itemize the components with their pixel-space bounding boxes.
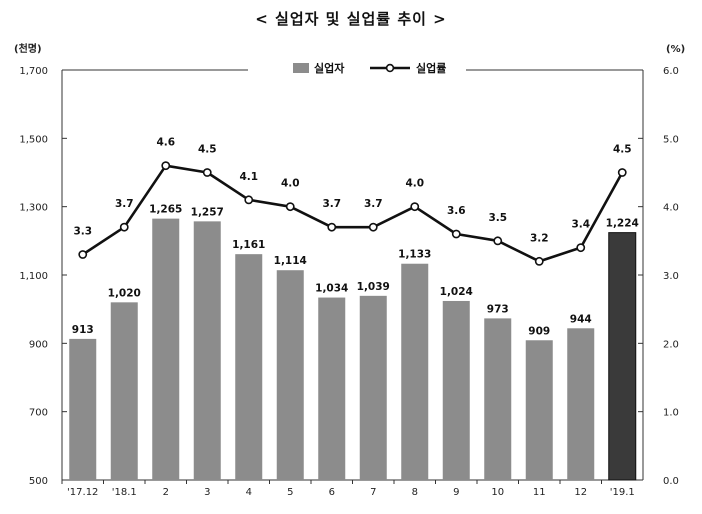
- rate-point: [576, 243, 586, 253]
- x-axis-tick-label: 12: [574, 487, 587, 498]
- bar-value-label: 1,224: [606, 218, 639, 230]
- bar: [193, 221, 221, 480]
- bar: [318, 297, 346, 480]
- bar-value-label: 913: [72, 324, 94, 336]
- right-axis-tick-label: 5.0: [663, 134, 679, 145]
- bar-value-label: 1,133: [398, 249, 431, 261]
- right-axis-tick-label: 6.0: [663, 66, 679, 77]
- rate-value-label: 3.5: [488, 212, 507, 224]
- left-axis-tick-label: 700: [29, 408, 48, 419]
- left-axis-tick-label: 1,700: [19, 66, 48, 77]
- bar-value-label: 1,257: [191, 206, 224, 218]
- rate-value-label: 4.5: [613, 144, 632, 156]
- bar-value-label: 1,039: [357, 281, 390, 293]
- bar-value-label: 944: [570, 313, 592, 325]
- rate-point: [161, 161, 171, 171]
- left-axis-tick-label: 1,500: [19, 134, 48, 145]
- rate-value-label: 3.2: [530, 232, 549, 244]
- rate-value-label: 3.4: [571, 219, 590, 231]
- rate-value-label: 3.3: [73, 226, 92, 238]
- right-axis-tick-label: 4.0: [663, 203, 679, 214]
- legend-bar-label: 실업자: [314, 61, 345, 75]
- left-axis-tick-label: 1,300: [19, 203, 48, 214]
- bar: [152, 218, 180, 480]
- x-axis-tick-label: 8: [412, 487, 418, 498]
- rate-point: [493, 236, 503, 246]
- bar: [235, 254, 263, 480]
- bar-value-label: 1,114: [274, 255, 307, 267]
- rate-point: [451, 229, 461, 239]
- bar-value-label: 1,161: [232, 239, 265, 251]
- bar: [567, 328, 595, 480]
- rate-value-label: 4.0: [281, 178, 300, 190]
- x-axis-tick-label: '17.12: [67, 487, 98, 498]
- x-axis-tick-label: 11: [533, 487, 546, 498]
- rate-value-label: 3.7: [115, 198, 134, 210]
- right-axis-tick-label: 0.0: [663, 476, 679, 487]
- x-axis-tick-label: 7: [370, 487, 376, 498]
- rate-value-label: 4.1: [239, 171, 258, 183]
- bar-value-label: 1,020: [108, 287, 141, 299]
- rate-point: [410, 202, 420, 212]
- rate-point: [368, 222, 378, 232]
- bar-value-label: 973: [487, 303, 509, 315]
- x-axis-tick-label: 5: [287, 487, 293, 498]
- left-axis-unit: (천명): [14, 42, 42, 55]
- rate-value-label: 3.6: [447, 205, 466, 217]
- x-axis-tick-label: 3: [204, 487, 210, 498]
- rate-point: [534, 256, 544, 266]
- rate-point: [327, 222, 337, 232]
- bar: [110, 302, 138, 480]
- x-axis-tick-label: 2: [163, 487, 169, 498]
- chart-title: < 실업자 및 실업률 추이 >: [255, 10, 447, 28]
- bar: [69, 338, 97, 480]
- rate-value-label: 3.7: [322, 198, 341, 210]
- right-axis-tick-label: 2.0: [663, 339, 679, 350]
- x-axis-tick-label: '18.1: [112, 487, 137, 498]
- bar: [359, 295, 387, 480]
- x-axis-tick-label: 9: [453, 487, 459, 498]
- rate-point: [285, 202, 295, 212]
- rate-value-label: 3.7: [364, 198, 383, 210]
- rate-line: [82, 164, 624, 263]
- bar: [442, 300, 470, 480]
- left-axis-tick-label: 1,100: [19, 271, 48, 282]
- rate-point: [202, 168, 212, 177]
- rate-point: [617, 168, 627, 177]
- x-axis-tick-label: 4: [246, 487, 252, 498]
- x-axis-tick-label: 10: [491, 487, 504, 498]
- x-axis-tick-label: 6: [329, 487, 335, 498]
- bar: [401, 263, 429, 480]
- bar: [276, 270, 304, 480]
- rate-value-label: 4.6: [156, 137, 175, 149]
- rate-point: [78, 250, 88, 259]
- rate-value-label: 4.0: [405, 178, 424, 190]
- right-axis-tick-label: 3.0: [663, 271, 679, 282]
- right-axis-unit: (%): [666, 44, 685, 55]
- rate-point: [119, 222, 129, 232]
- bar-value-label: 909: [528, 325, 550, 337]
- x-axis-tick-label: '19.1: [610, 487, 635, 498]
- rate-value-label: 4.5: [198, 144, 217, 156]
- bar: [525, 340, 553, 480]
- bar-value-label: 1,024: [440, 286, 473, 298]
- bar-value-label: 1,034: [315, 283, 348, 295]
- rate-point: [244, 195, 254, 205]
- bar: [484, 318, 512, 480]
- bar-value-label: 1,265: [149, 204, 182, 216]
- right-axis-tick-label: 1.0: [663, 408, 679, 419]
- legend-line-label: 실업률: [416, 61, 446, 75]
- left-axis-tick-label: 900: [29, 339, 48, 350]
- legend-line-marker: [385, 63, 395, 73]
- legend-bar-swatch: [293, 63, 309, 73]
- bar: [608, 232, 637, 481]
- left-axis-tick-label: 500: [29, 476, 48, 487]
